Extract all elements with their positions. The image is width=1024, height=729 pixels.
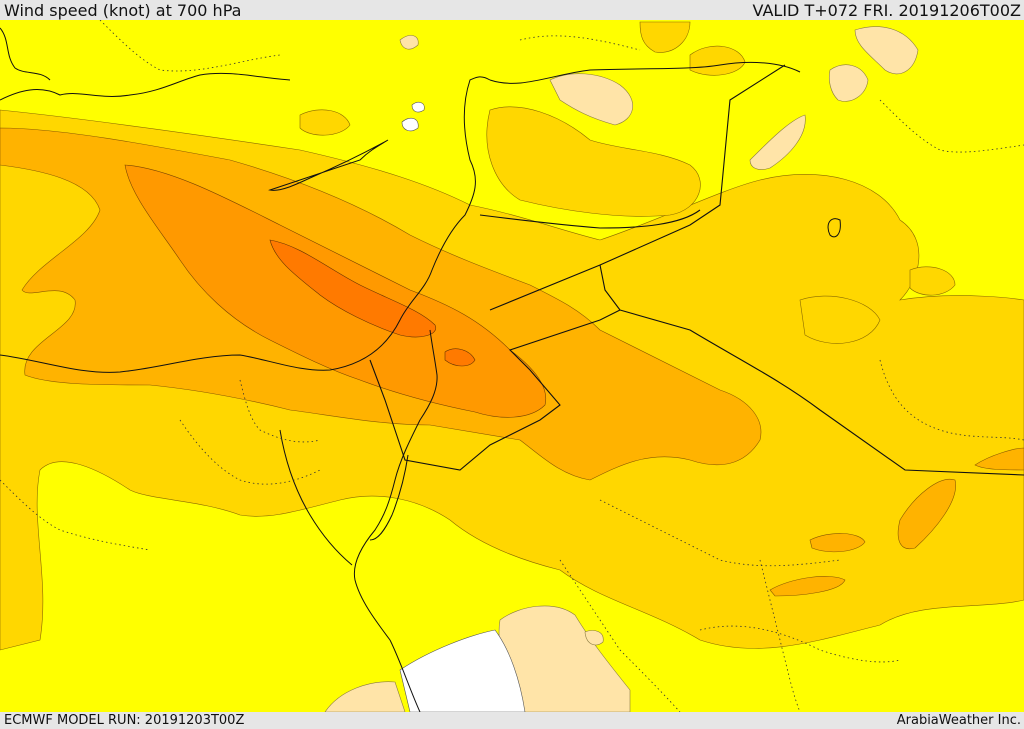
credit-label: ArabiaWeather Inc.: [896, 713, 1021, 728]
orange-wind-patch: [974, 447, 1024, 471]
calm-wind-area: [401, 117, 419, 132]
gold-wind-patch: [486, 106, 701, 217]
calm-wind-area: [411, 101, 425, 113]
max-wind-core: [444, 348, 476, 367]
light-wind-patch: [584, 630, 604, 646]
gold-wind-patch: [799, 295, 881, 344]
valid-time-label: VALID T+072 FRI. 20191206T00Z: [752, 1, 1021, 20]
orange-wind-patch: [769, 576, 846, 597]
map-title: Wind speed (knot) at 700 hPa: [4, 1, 242, 20]
gold-wind-patch: [639, 21, 691, 53]
bottom-bar: ECMWF MODEL RUN: 20191203T00Z ArabiaWeat…: [0, 712, 1024, 729]
province-borders: [0, 20, 1024, 712]
light-wind-patch: [749, 114, 806, 170]
light-wind-patch: [828, 64, 869, 102]
wind-speed-map[interactable]: [0, 20, 1024, 712]
light-wind-patch: [324, 681, 406, 712]
calm-wind-area: [399, 629, 526, 712]
top-bar: Wind speed (knot) at 700 hPa VALID T+072…: [0, 0, 1024, 20]
light-wind-patch: [549, 73, 634, 126]
light-wind-patch: [399, 35, 419, 50]
coastlines: [0, 27, 841, 712]
model-run-label: ECMWF MODEL RUN: 20191203T00Z: [4, 713, 245, 728]
orange-wind-patch: [897, 478, 956, 550]
orange-wind-patch: [809, 533, 866, 553]
gold-wind-patch: [909, 266, 956, 296]
light-wind-patch: [854, 26, 919, 75]
max-wind-core: [269, 239, 437, 338]
country-borders: [369, 64, 1024, 476]
gold-wind-patch: [299, 109, 351, 136]
